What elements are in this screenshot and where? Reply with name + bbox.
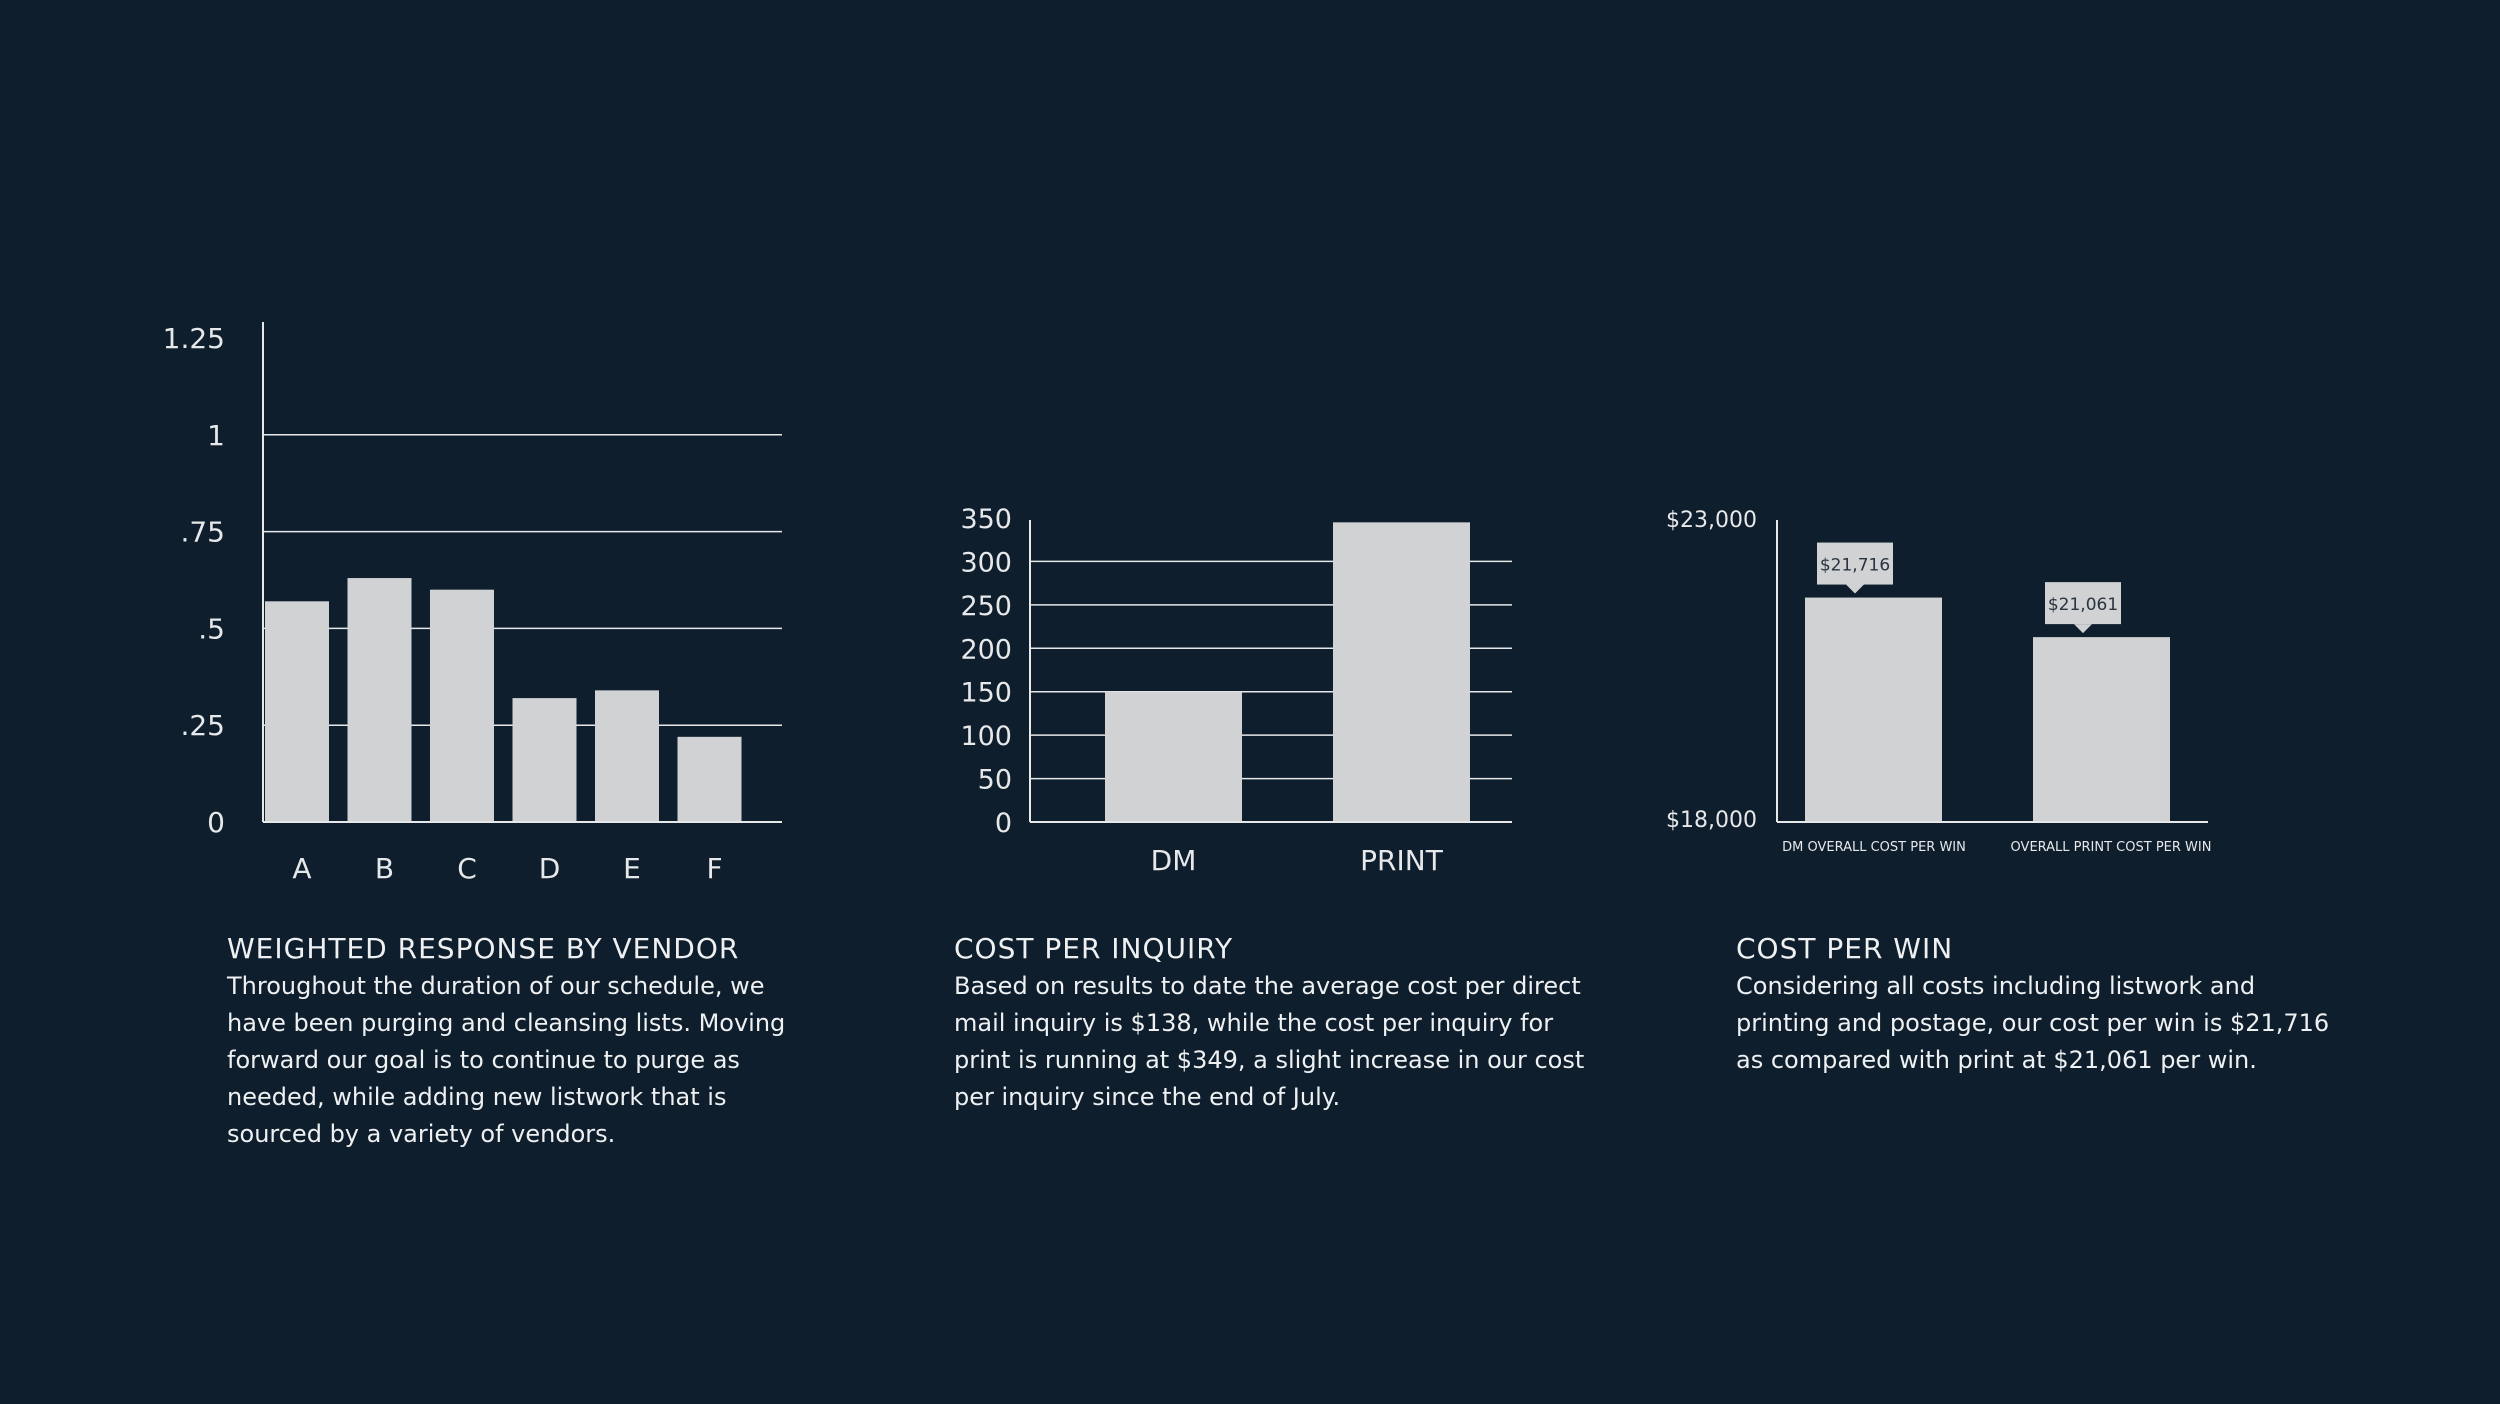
panel-body: Based on results to date the average cos… xyxy=(954,972,1585,1111)
bars xyxy=(1805,597,2170,822)
panel-body: Considering all costs including listwork… xyxy=(1736,972,2330,1074)
panel-cost-per-win: COST PER WIN Considering all costs inclu… xyxy=(1736,930,2356,1079)
x-tick-label: C xyxy=(457,852,477,885)
bar xyxy=(677,736,742,822)
y-tick-label: 0 xyxy=(995,808,1012,839)
panel-title: COST PER WIN xyxy=(1736,932,1954,965)
x-tick-label: B xyxy=(375,852,394,885)
y-tick-label: $23,000 xyxy=(1666,508,1757,533)
bar xyxy=(1105,691,1242,822)
bars xyxy=(1105,522,1470,822)
y-tick-label: 100 xyxy=(960,721,1012,752)
bars xyxy=(265,578,742,822)
y-tick-label: 200 xyxy=(960,634,1012,665)
x-tick-label: A xyxy=(292,852,311,885)
x-tick-labels: DM PRINT xyxy=(1151,844,1444,877)
bar xyxy=(2033,637,2170,822)
bar xyxy=(430,589,494,822)
y-tick-label: 250 xyxy=(960,591,1012,622)
value-callouts: $21,716 $21,061 xyxy=(1817,542,2121,634)
x-tick-label: DM xyxy=(1151,844,1197,877)
y-tick-label: 0 xyxy=(207,806,225,839)
bar xyxy=(347,578,412,822)
x-tick-label: OVERALL PRINT COST PER WIN xyxy=(2011,840,2212,855)
panel-weighted-response: WEIGHTED RESPONSE BY VENDOR Throughout t… xyxy=(227,930,787,1153)
x-tick-label: F xyxy=(706,852,722,885)
y-tick-label: 1.25 xyxy=(163,322,225,355)
x-tick-label: E xyxy=(623,852,641,885)
bar xyxy=(595,690,659,822)
bar xyxy=(512,698,577,822)
x-tick-labels: DM OVERALL COST PER WIN OVERALL PRINT COS… xyxy=(1782,840,2211,855)
y-tick-label: 50 xyxy=(978,765,1012,796)
x-tick-label: DM OVERALL COST PER WIN xyxy=(1782,840,1966,855)
y-tick-label: .25 xyxy=(180,709,225,742)
y-tick-label: 350 xyxy=(960,504,1012,535)
y-tick-label: $18,000 xyxy=(1666,808,1757,833)
y-tick-label: .75 xyxy=(180,516,225,549)
callout-pointer xyxy=(2074,624,2092,634)
x-tick-labels: A B C D E F xyxy=(292,852,722,885)
value-label: $21,061 xyxy=(2048,595,2118,615)
y-tick-label: 150 xyxy=(960,678,1012,709)
panel-body: Throughout the duration of our schedule,… xyxy=(227,972,786,1148)
callout-pointer xyxy=(1846,584,1864,594)
x-tick-label: D xyxy=(539,852,561,885)
bar xyxy=(1805,597,1942,822)
value-label: $21,716 xyxy=(1820,556,1890,576)
bar xyxy=(265,601,329,822)
panel-cost-per-inquiry: COST PER INQUIRY Based on results to dat… xyxy=(954,930,1594,1116)
y-tick-label: 300 xyxy=(960,547,1012,578)
y-tick-label: .5 xyxy=(198,612,225,645)
value-callout-box xyxy=(1817,542,1893,585)
y-tick-labels: $18,000 $23,000 xyxy=(1666,508,1757,833)
y-tick-labels: 0 .25 .5 .75 1 1.25 xyxy=(163,322,225,839)
panel-title: COST PER INQUIRY xyxy=(954,932,1234,965)
value-callout-box xyxy=(2045,582,2121,625)
y-tick-label: 1 xyxy=(207,419,225,452)
bar xyxy=(1333,522,1470,822)
y-tick-labels: 0 50 100 150 200 250 300 350 xyxy=(960,504,1012,839)
panel-title: WEIGHTED RESPONSE BY VENDOR xyxy=(227,932,740,965)
x-tick-label: PRINT xyxy=(1360,844,1444,877)
